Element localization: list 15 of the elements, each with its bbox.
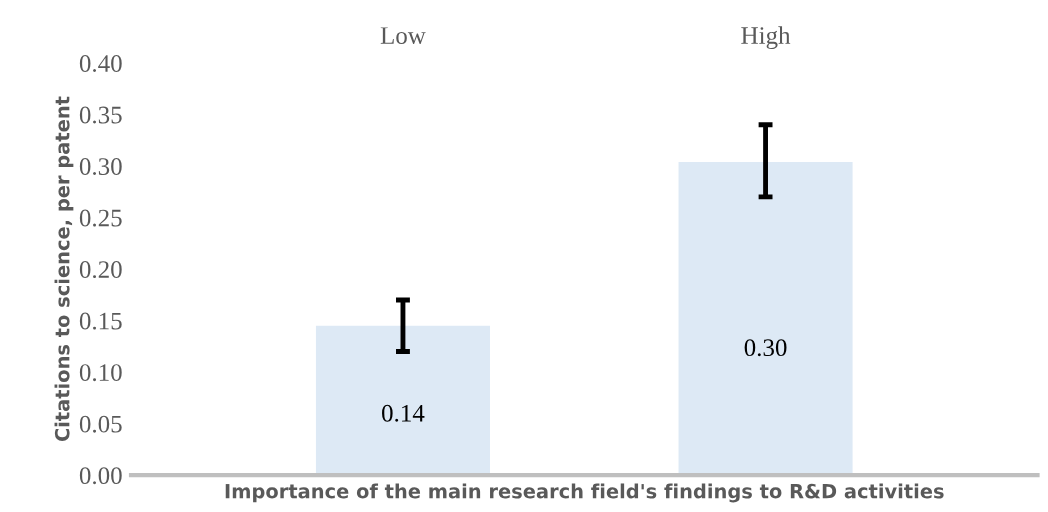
x-tick-label: Low	[380, 27, 426, 45]
y-tick-label: 0.00	[79, 467, 122, 485]
y-tick-label: 0.35	[79, 106, 122, 124]
y-axis-title: Citations to science, per patent	[54, 96, 74, 442]
y-tick-label: 0.05	[79, 415, 122, 433]
y-tick-label: 0.40	[79, 55, 122, 73]
data-label: 0.14	[382, 404, 425, 422]
y-tick-label: 0.25	[79, 209, 122, 227]
data-label: 0.30	[744, 339, 787, 357]
y-tick-label: 0.20	[79, 261, 122, 279]
y-tick-label: 0.10	[79, 364, 122, 382]
x-axis-title: Importance of the main research field's findings to R&D activities	[225, 483, 944, 503]
y-tick-label: 0.15	[79, 312, 122, 330]
y-tick-label: 0.30	[79, 158, 122, 176]
x-tick-label: High	[741, 26, 791, 50]
